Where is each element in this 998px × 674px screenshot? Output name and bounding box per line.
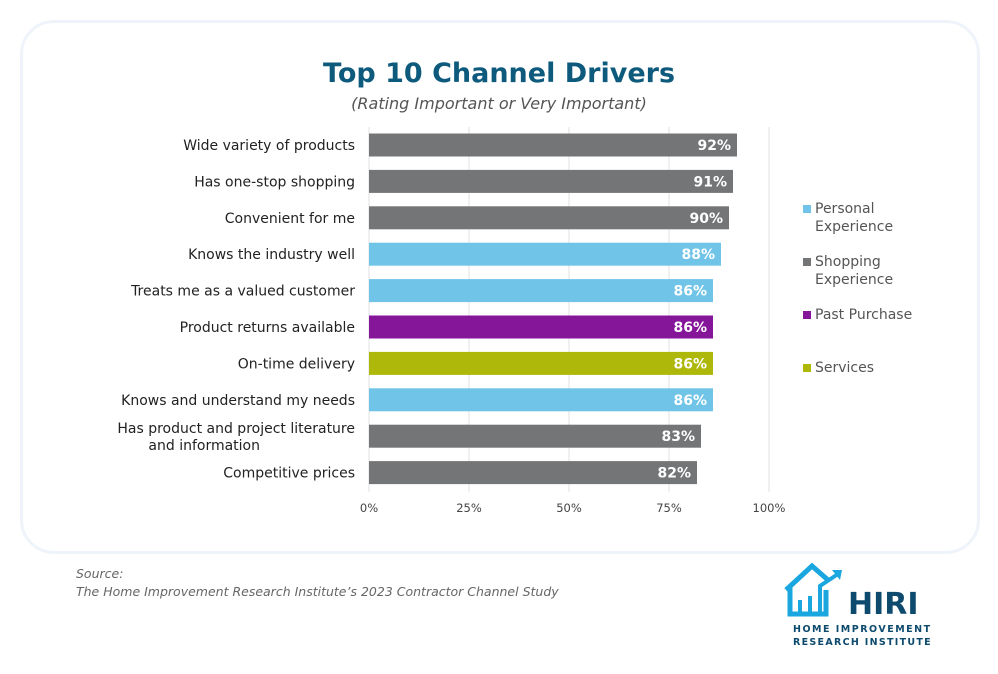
data-label: 90%	[689, 211, 723, 227]
data-label: 86%	[673, 320, 707, 336]
bar	[369, 206, 729, 230]
logo-line1: HOME IMPROVEMENT	[793, 624, 932, 635]
bar	[369, 169, 733, 193]
legend-item: Personal Experience	[803, 200, 915, 236]
source-text: The Home Improvement Research Institute’…	[76, 584, 559, 599]
category-label-cont: and information	[148, 438, 260, 454]
house-chart-icon: HIRI HOME IMPROVEMENT RESEARCH INSTITUTE	[784, 562, 932, 648]
data-label: 86%	[673, 356, 707, 372]
data-label: 86%	[673, 284, 707, 300]
category-label: Wide variety of products	[183, 138, 355, 154]
category-label: Competitive prices	[223, 466, 355, 482]
bar	[369, 388, 713, 412]
legend-label: Past Purchase	[815, 307, 913, 323]
bar	[369, 279, 713, 303]
data-label: 82%	[657, 466, 691, 482]
logo-line2: RESEARCH INSTITUTE	[793, 637, 932, 648]
category-label: On-time delivery	[238, 356, 355, 372]
category-label: Knows the industry well	[188, 247, 355, 263]
category-label: Product returns available	[180, 320, 355, 336]
legend-label: Personal Experience	[815, 201, 894, 235]
category-label: Has product and project literature	[117, 421, 355, 437]
legend-item: Shopping Experience	[803, 253, 915, 289]
category-label: Has one-stop shopping	[194, 174, 355, 190]
chart-subtitle: (Rating Important or Very Important)	[351, 94, 647, 113]
legend-swatch	[803, 311, 811, 319]
x-tick-label: 0%	[360, 501, 378, 515]
bar	[369, 351, 713, 375]
bar	[369, 461, 697, 485]
x-tick-label: 50%	[556, 501, 582, 515]
chart-title: Top 10 Channel Drivers	[322, 58, 676, 89]
bar	[369, 133, 737, 157]
category-label: Treats me as a valued customer	[130, 284, 355, 300]
legend-item: Past Purchase	[803, 306, 915, 324]
x-tick-label: 100%	[753, 501, 786, 515]
source-label: Source:	[76, 566, 124, 581]
logo-text: HIRI	[848, 587, 919, 622]
legend-swatch	[803, 205, 811, 213]
legend-item: Services	[803, 359, 915, 377]
data-label: 92%	[697, 138, 731, 154]
legend-label: Services	[815, 360, 875, 376]
legend-label: Shopping Experience	[815, 254, 894, 288]
legend-swatch	[803, 364, 811, 372]
data-label: 91%	[693, 174, 727, 190]
x-tick-label: 75%	[656, 501, 682, 515]
category-label: Convenient for me	[225, 211, 355, 227]
data-label: 88%	[681, 247, 715, 263]
hiri-logo: HIRI HOME IMPROVEMENT RESEARCH INSTITUTE	[782, 560, 932, 650]
data-label: 86%	[673, 393, 707, 409]
bar	[369, 315, 713, 339]
x-tick-label: 25%	[456, 501, 482, 515]
data-label: 83%	[661, 429, 695, 445]
bar	[369, 242, 721, 266]
bar	[369, 424, 701, 448]
category-label: Knows and understand my needs	[121, 393, 355, 409]
legend-swatch	[803, 258, 811, 266]
